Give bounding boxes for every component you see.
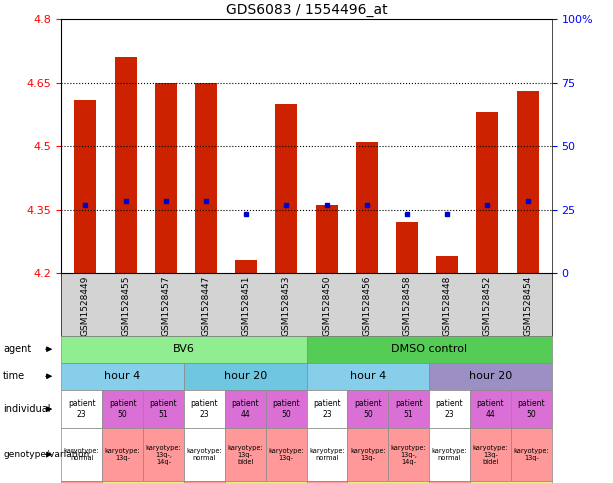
Bar [265, 428, 306, 481]
Text: karyotype:
normal: karyotype: normal [432, 448, 467, 461]
Bar [225, 481, 306, 483]
Text: hour 4: hour 4 [349, 371, 386, 381]
Bar [429, 363, 552, 390]
Bar [306, 390, 348, 428]
Bar [388, 428, 429, 481]
Text: DMSO control: DMSO control [391, 344, 467, 354]
Bar [348, 481, 429, 483]
Text: patient
50: patient 50 [354, 399, 382, 419]
Bar [235, 260, 257, 273]
Bar [74, 99, 96, 273]
Bar [429, 428, 470, 481]
Bar [396, 222, 418, 273]
Text: patient
23: patient 23 [313, 399, 341, 419]
Text: patient
44: patient 44 [231, 399, 259, 419]
Text: karyotype:
13q-: karyotype: 13q- [105, 448, 140, 461]
Bar [306, 363, 429, 390]
Bar [511, 390, 552, 428]
Text: karyotype:
normal: karyotype: normal [64, 448, 99, 461]
Bar [265, 390, 306, 428]
Text: hour 20: hour 20 [224, 371, 267, 381]
Bar [61, 428, 102, 481]
Bar [61, 363, 184, 390]
Text: BV6: BV6 [173, 344, 195, 354]
Title: GDS6083 / 1554496_at: GDS6083 / 1554496_at [226, 3, 387, 17]
Text: patient
50: patient 50 [109, 399, 137, 419]
Bar [429, 390, 470, 428]
Text: time: time [3, 371, 25, 381]
Bar [436, 256, 459, 273]
Bar [225, 390, 265, 428]
Bar [517, 91, 539, 273]
Text: karyotype:
13q-
bidel: karyotype: 13q- bidel [473, 444, 508, 465]
Text: hour 4: hour 4 [104, 371, 141, 381]
Bar [511, 428, 552, 481]
Bar [470, 428, 511, 481]
Bar [429, 481, 470, 483]
Text: karyotype:
13q-: karyotype: 13q- [514, 448, 549, 461]
Text: patient
50: patient 50 [517, 399, 545, 419]
Text: patient
44: patient 44 [476, 399, 504, 419]
Bar [184, 363, 306, 390]
Bar [61, 481, 102, 483]
Text: karyotype:
normal: karyotype: normal [309, 448, 345, 461]
Bar [102, 428, 143, 481]
Text: patient
51: patient 51 [395, 399, 422, 419]
Bar [275, 104, 297, 273]
Text: patient
23: patient 23 [436, 399, 463, 419]
Text: agent: agent [3, 344, 31, 354]
Text: karyotype:
13q-,
14q-: karyotype: 13q-, 14q- [391, 444, 427, 465]
Bar [225, 428, 265, 481]
Text: patient
23: patient 23 [68, 399, 96, 419]
Bar [102, 481, 184, 483]
Bar [184, 481, 225, 483]
Bar [61, 336, 306, 363]
Bar [388, 390, 429, 428]
Text: karyotype:
13q-
bidel: karyotype: 13q- bidel [227, 444, 263, 465]
Bar [356, 142, 378, 273]
Bar [470, 481, 552, 483]
Bar [195, 83, 217, 273]
Text: genotype/variation: genotype/variation [3, 450, 89, 459]
Text: individual: individual [3, 404, 50, 414]
Text: karyotype:
13q-,
14q-: karyotype: 13q-, 14q- [146, 444, 181, 465]
Bar [348, 428, 388, 481]
Text: patient
23: patient 23 [191, 399, 218, 419]
Bar [306, 481, 348, 483]
Bar [306, 336, 552, 363]
Bar [316, 205, 338, 273]
Text: patient
50: patient 50 [272, 399, 300, 419]
Text: karyotype:
13q-: karyotype: 13q- [350, 448, 386, 461]
Text: karyotype:
13q-: karyotype: 13q- [268, 448, 304, 461]
Bar [102, 390, 143, 428]
Bar [348, 390, 388, 428]
Bar [61, 390, 102, 428]
Bar [184, 390, 225, 428]
Bar [154, 83, 177, 273]
Bar [306, 428, 348, 481]
Bar [143, 390, 184, 428]
Bar [143, 428, 184, 481]
Bar [470, 390, 511, 428]
Text: karyotype:
normal: karyotype: normal [186, 448, 222, 461]
Bar [476, 112, 498, 273]
Text: patient
51: patient 51 [150, 399, 177, 419]
Bar [184, 428, 225, 481]
Text: hour 20: hour 20 [469, 371, 512, 381]
Bar [115, 57, 137, 273]
